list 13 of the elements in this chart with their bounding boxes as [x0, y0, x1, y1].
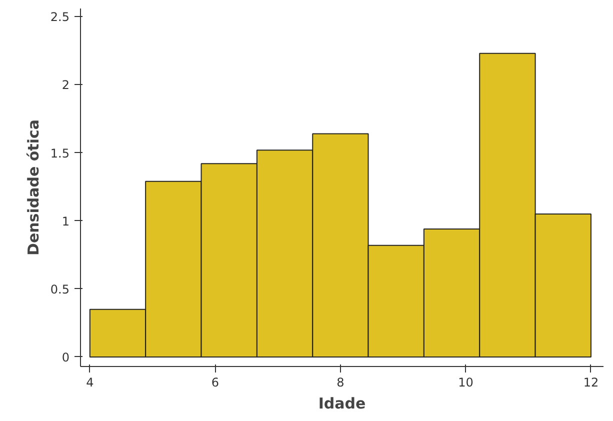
y-tick-label: 2	[62, 78, 70, 92]
y-tick-label: 0	[62, 350, 70, 364]
y-tick-label: 0.5	[50, 282, 70, 296]
x-tick-label: 6	[211, 376, 219, 390]
y-tick-label: 2.5	[50, 10, 70, 24]
y-axis-title: Densidade ótica	[24, 120, 42, 256]
x-tick-label: 4	[86, 376, 94, 390]
x-tick-label: 12	[583, 376, 599, 390]
x-tick-label: 10	[458, 376, 474, 390]
y-tick-label: 1	[62, 214, 70, 228]
x-axis-title: Idade	[318, 394, 366, 412]
x-tick-label: 8	[336, 376, 344, 390]
y-tick-label: 1.5	[50, 146, 70, 160]
